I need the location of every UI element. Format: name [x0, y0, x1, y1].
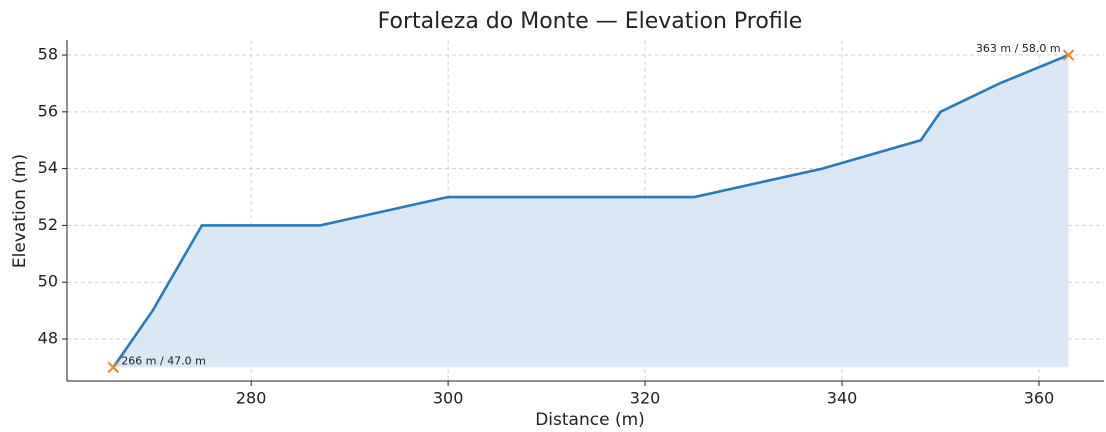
- annotation-label: 266 m / 47.0 m: [121, 354, 206, 367]
- chart-title: Fortaleza do Monte — Elevation Profile: [378, 9, 803, 34]
- x-axis-label: Distance (m): [535, 410, 645, 430]
- y-tick-label: 50: [38, 272, 58, 291]
- y-tick-label: 54: [38, 158, 58, 177]
- y-tick-label: 58: [38, 45, 58, 64]
- y-tick-label: 48: [38, 328, 58, 347]
- annotation-marker: [107, 361, 119, 374]
- annotation-label: 363 m / 58.0 m: [976, 42, 1061, 55]
- x-tick-label: 320: [630, 389, 661, 408]
- annotation-marker: [1062, 49, 1075, 61]
- x-tick-label: 300: [433, 389, 464, 408]
- y-axis-label: Elevation (m): [10, 154, 30, 268]
- x-tick-label: 280: [236, 389, 267, 408]
- y-tick-label: 56: [38, 101, 58, 120]
- area: [113, 55, 1069, 368]
- y-tick-label: 52: [38, 215, 58, 234]
- x-tick-label: 340: [827, 389, 858, 408]
- line: [112, 53, 1070, 369]
- x-tick-label: 360: [1024, 389, 1055, 408]
